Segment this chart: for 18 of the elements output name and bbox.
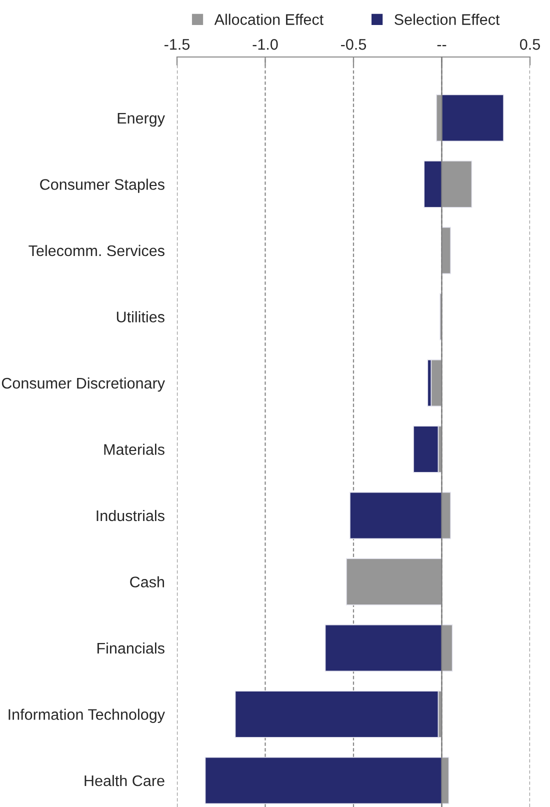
x-tick-label: 0.5 bbox=[520, 38, 540, 50]
x-tick-label: -1.0 bbox=[252, 38, 278, 50]
y-tick-label: Utilities bbox=[116, 311, 164, 322]
x-tick-label: -1.5 bbox=[164, 39, 190, 50]
y-tick-label: Industrials bbox=[96, 510, 164, 522]
y-tick-label: Financials bbox=[97, 642, 164, 654]
legend-label: Selection Effect bbox=[394, 14, 500, 25]
y-tick-label: Health Care bbox=[84, 774, 164, 786]
x-tick-label: -0.5 bbox=[341, 38, 366, 50]
y-tick-label: Telecomm. Services bbox=[28, 244, 164, 256]
y-tick-label: Cash bbox=[130, 576, 164, 588]
y-tick-label: Consumer Discretionary bbox=[2, 377, 165, 392]
x-tick-label: -- bbox=[437, 45, 446, 46]
y-tick-label: Information Technology bbox=[8, 708, 165, 723]
y-tick-label: Energy bbox=[118, 112, 165, 127]
legend-label: Allocation Effect bbox=[214, 14, 324, 25]
y-tick-label: Consumer Staples bbox=[40, 178, 164, 193]
y-tick-label: Materials bbox=[104, 444, 164, 455]
